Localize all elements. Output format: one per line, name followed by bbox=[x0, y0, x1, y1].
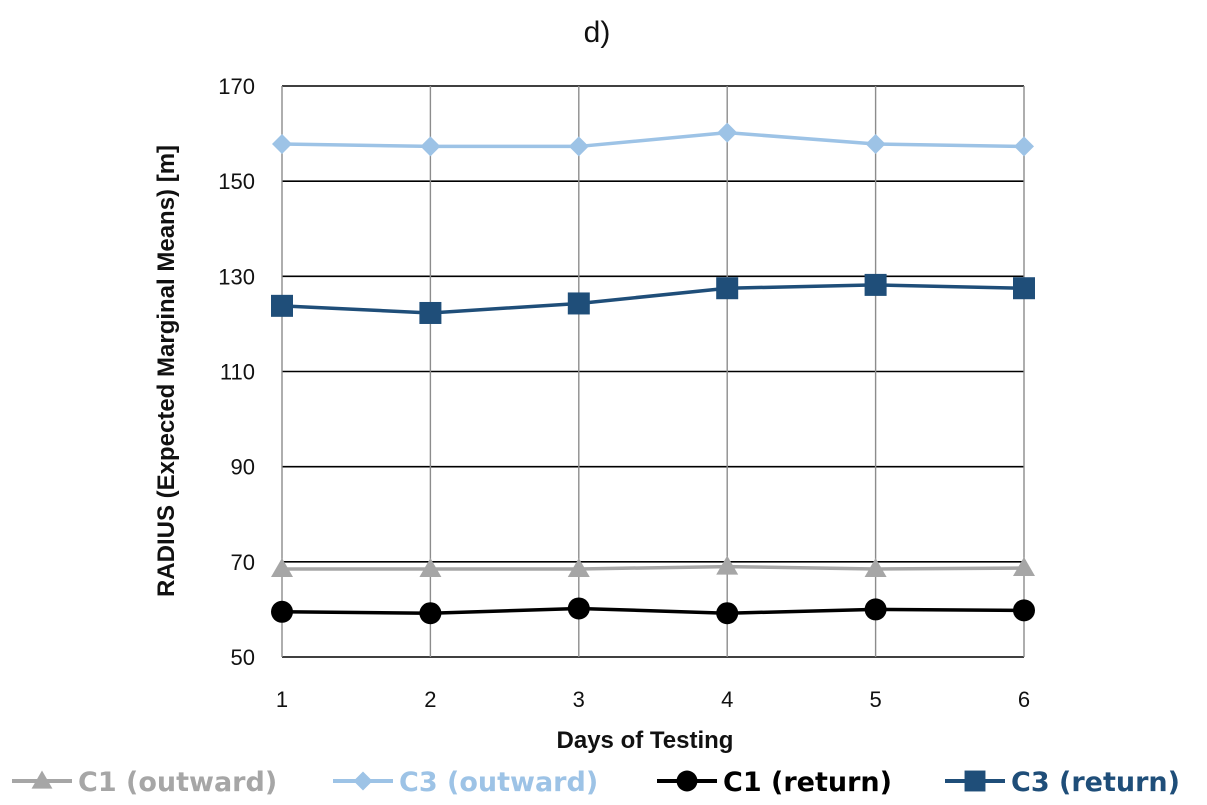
x-tick-label: 2 bbox=[424, 687, 436, 712]
y-tick-label: 90 bbox=[231, 455, 255, 480]
data-point-c3-outward bbox=[420, 136, 441, 157]
x-tick-label: 6 bbox=[1018, 687, 1030, 712]
series-c3-return bbox=[271, 273, 1035, 324]
y-tick-label: 50 bbox=[231, 645, 255, 670]
legend-swatch-marker bbox=[353, 771, 373, 791]
y-tick-label: 170 bbox=[218, 74, 255, 99]
legend-item-c1-return: C1 (return) bbox=[657, 767, 892, 798]
data-point-c1-outward bbox=[864, 557, 887, 577]
series-layer bbox=[271, 122, 1035, 625]
y-tick-label: 70 bbox=[231, 550, 255, 575]
data-point-c1-return bbox=[567, 597, 590, 620]
legend-swatch-marker bbox=[676, 770, 698, 792]
x-tick-label: 4 bbox=[721, 687, 733, 712]
y-tick-label: 150 bbox=[218, 169, 255, 194]
grid-layer bbox=[281, 85, 1025, 658]
series-line-c1-return bbox=[281, 606, 1025, 615]
legend-item-c3-outward: C3 (outward) bbox=[333, 767, 598, 798]
data-point-c3-outward bbox=[1014, 136, 1034, 157]
data-point-c3-outward bbox=[568, 136, 589, 157]
y-tick-label: 110 bbox=[220, 360, 255, 385]
data-point-c3-outward bbox=[865, 134, 886, 155]
data-point-c1-outward bbox=[271, 557, 293, 577]
legend-item-c3-return: C3 (return) bbox=[945, 767, 1180, 798]
data-point-c1-outward bbox=[1013, 557, 1035, 577]
y-axis-title: RADIUS (Expected Marginal Means) [m] bbox=[153, 145, 180, 597]
data-point-c1-return bbox=[1013, 599, 1035, 622]
data-point-c1-return bbox=[716, 602, 739, 625]
data-point-c3-return bbox=[271, 294, 293, 317]
data-point-c1-outward bbox=[419, 557, 442, 577]
data-point-c1-return bbox=[864, 598, 887, 621]
x-tick-label: 3 bbox=[573, 687, 585, 712]
legend-item-c1-outward: C1 (outward) bbox=[12, 767, 277, 798]
data-point-c3-return bbox=[567, 292, 590, 315]
data-point-c3-return bbox=[419, 301, 442, 324]
data-point-c3-outward bbox=[272, 134, 292, 155]
data-point-c3-return bbox=[1013, 277, 1035, 300]
x-tick-label: 5 bbox=[869, 687, 881, 712]
legend-swatch-marker bbox=[31, 770, 53, 789]
legend-label: C1 (outward) bbox=[78, 767, 277, 798]
data-point-c1-outward bbox=[567, 557, 590, 577]
series-line-c3-outward bbox=[281, 130, 1025, 149]
y-axis-ticks: 50 70 90 110 130 150 170 bbox=[218, 74, 255, 670]
legend-label: C3 (outward) bbox=[399, 767, 598, 798]
data-point-c3-outward bbox=[717, 122, 738, 143]
x-axis-title: Days of Testing bbox=[557, 727, 734, 754]
legend-swatch-marker bbox=[964, 770, 986, 792]
data-point-c3-return bbox=[716, 277, 739, 300]
legend-label: C3 (return) bbox=[1011, 767, 1180, 798]
panel-label: d) bbox=[584, 16, 611, 49]
legend-label: C1 (return) bbox=[723, 767, 892, 798]
series-c1-return bbox=[271, 597, 1035, 625]
data-point-c1-return bbox=[271, 600, 293, 623]
x-axis-ticks: 1 2 3 4 5 6 bbox=[276, 687, 1030, 712]
x-tick-label: 1 bbox=[276, 687, 288, 712]
data-point-c3-return bbox=[864, 273, 887, 296]
data-point-c1-outward bbox=[716, 555, 739, 575]
series-line-c3-return bbox=[281, 283, 1025, 315]
legend: C1 (outward) C3 (outward) C1 (return) C3 (r… bbox=[12, 767, 1180, 798]
data-point-c1-return bbox=[419, 602, 442, 625]
series-c1-outward bbox=[271, 555, 1035, 577]
y-tick-label: 130 bbox=[218, 264, 255, 289]
series-line-c1-outward bbox=[282, 564, 1025, 571]
series-c3-outward bbox=[272, 122, 1034, 157]
